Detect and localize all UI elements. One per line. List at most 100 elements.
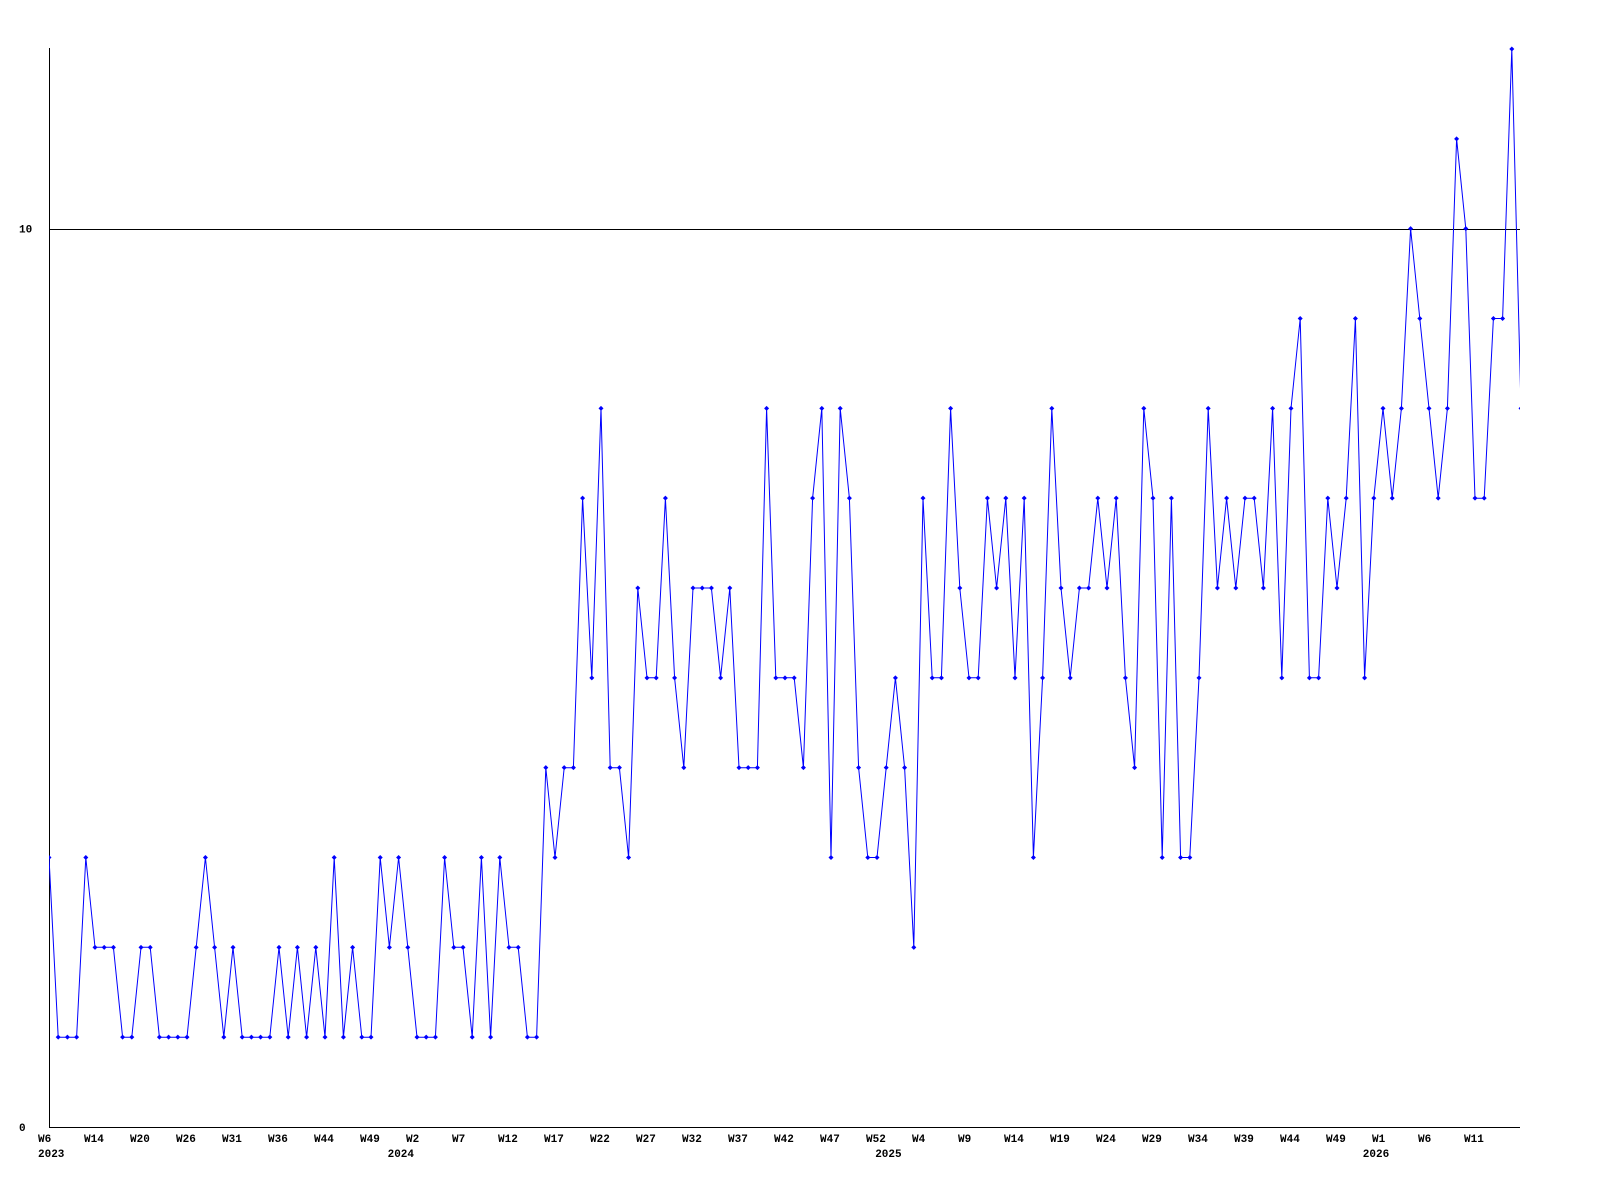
x-tick-label: W49 <box>1326 1134 1346 1146</box>
series <box>49 46 1520 1040</box>
data-point <box>1168 495 1174 501</box>
data-point <box>1362 675 1368 681</box>
x-tick-label: W22 <box>590 1134 610 1146</box>
data-point <box>101 944 107 950</box>
data-point <box>221 1034 227 1040</box>
y-tick-labels: 0 10 <box>19 225 32 1135</box>
year-label: 2025 <box>875 1149 902 1161</box>
x-tick-label: W42 <box>774 1134 794 1146</box>
data-point <box>1076 585 1082 591</box>
data-point <box>681 765 687 771</box>
data-point <box>1435 495 1441 501</box>
data-point <box>957 585 963 591</box>
data-point <box>92 944 98 950</box>
data-point <box>405 944 411 950</box>
data-point <box>966 675 972 681</box>
data-point <box>340 1034 346 1040</box>
data-point <box>110 944 116 950</box>
data-point <box>902 765 908 771</box>
data-point <box>1122 675 1128 681</box>
data-point <box>672 675 678 681</box>
data-point <box>1150 495 1156 501</box>
data-point <box>552 855 558 860</box>
data-point <box>626 855 632 860</box>
data-point <box>49 855 52 860</box>
data-point <box>764 405 770 411</box>
data-point <box>874 855 880 860</box>
data-point <box>938 675 944 681</box>
data-point <box>451 944 457 950</box>
data-point <box>736 765 742 771</box>
data-point <box>1214 585 1220 591</box>
data-point <box>1279 675 1285 681</box>
data-point <box>442 855 448 860</box>
x-tick-label: W14 <box>1004 1134 1024 1146</box>
data-point <box>1030 855 1036 860</box>
data-point <box>488 1034 494 1040</box>
data-point <box>74 1034 80 1040</box>
data-point <box>773 675 779 681</box>
data-point <box>846 495 852 501</box>
data-point <box>754 765 760 771</box>
data-point <box>1325 495 1331 501</box>
data-point <box>1049 405 1055 411</box>
data-point <box>212 944 218 950</box>
x-tick-label: W27 <box>636 1134 656 1146</box>
x-tick-label: W6 <box>1418 1134 1431 1146</box>
data-point <box>1454 136 1460 142</box>
data-point <box>1178 855 1184 860</box>
x-tick-label: W7 <box>452 1134 465 1146</box>
data-point <box>138 944 144 950</box>
data-point <box>1417 316 1423 321</box>
data-point <box>1003 495 1009 501</box>
data-point <box>1398 405 1404 411</box>
data-point <box>322 1034 328 1040</box>
data-point <box>1380 405 1386 411</box>
data-point <box>543 765 549 771</box>
data-point <box>929 675 935 681</box>
data-point <box>377 855 383 860</box>
data-point <box>1270 405 1276 411</box>
data-point <box>1104 585 1110 591</box>
data-point <box>856 765 862 771</box>
data-point <box>1233 585 1239 591</box>
data-point <box>1518 406 1520 410</box>
data-point <box>359 1034 365 1040</box>
x-tick-label: W44 <box>1280 1134 1300 1146</box>
y-tick-label: 10 <box>19 225 32 237</box>
year-label: 2023 <box>38 1149 65 1161</box>
data-point <box>1509 46 1515 52</box>
data-point <box>478 855 484 860</box>
year-label: 2026 <box>1363 1149 1389 1161</box>
data-point <box>202 855 208 860</box>
data-point <box>1408 226 1414 232</box>
data-point <box>156 1034 162 1040</box>
data-point <box>331 855 337 860</box>
data-point <box>920 495 926 501</box>
data-point <box>267 1034 273 1040</box>
data-point <box>1067 675 1073 681</box>
data-point <box>984 495 990 501</box>
data-point <box>423 1034 429 1040</box>
data-point <box>635 585 641 591</box>
data-point <box>497 855 503 860</box>
data-point <box>837 405 843 411</box>
data-point <box>120 1034 126 1040</box>
data-point <box>791 675 797 681</box>
x-tick-label: W6 <box>38 1134 51 1146</box>
data-point <box>1012 675 1018 681</box>
x-tick-label: W11 <box>1464 1134 1484 1146</box>
data-point <box>699 585 705 591</box>
data-point <box>883 765 889 771</box>
data-point <box>1132 765 1138 771</box>
data-point <box>782 675 788 681</box>
x-tick-label: W37 <box>728 1134 748 1146</box>
x-tick-label: W2 <box>406 1134 419 1146</box>
data-point <box>1187 855 1193 860</box>
data-point <box>239 1034 245 1040</box>
x-tick-label: W31 <box>222 1134 242 1146</box>
data-point <box>1205 405 1211 411</box>
data-point <box>1389 495 1395 501</box>
data-point <box>662 495 668 501</box>
x-tick-label: W52 <box>866 1134 886 1146</box>
